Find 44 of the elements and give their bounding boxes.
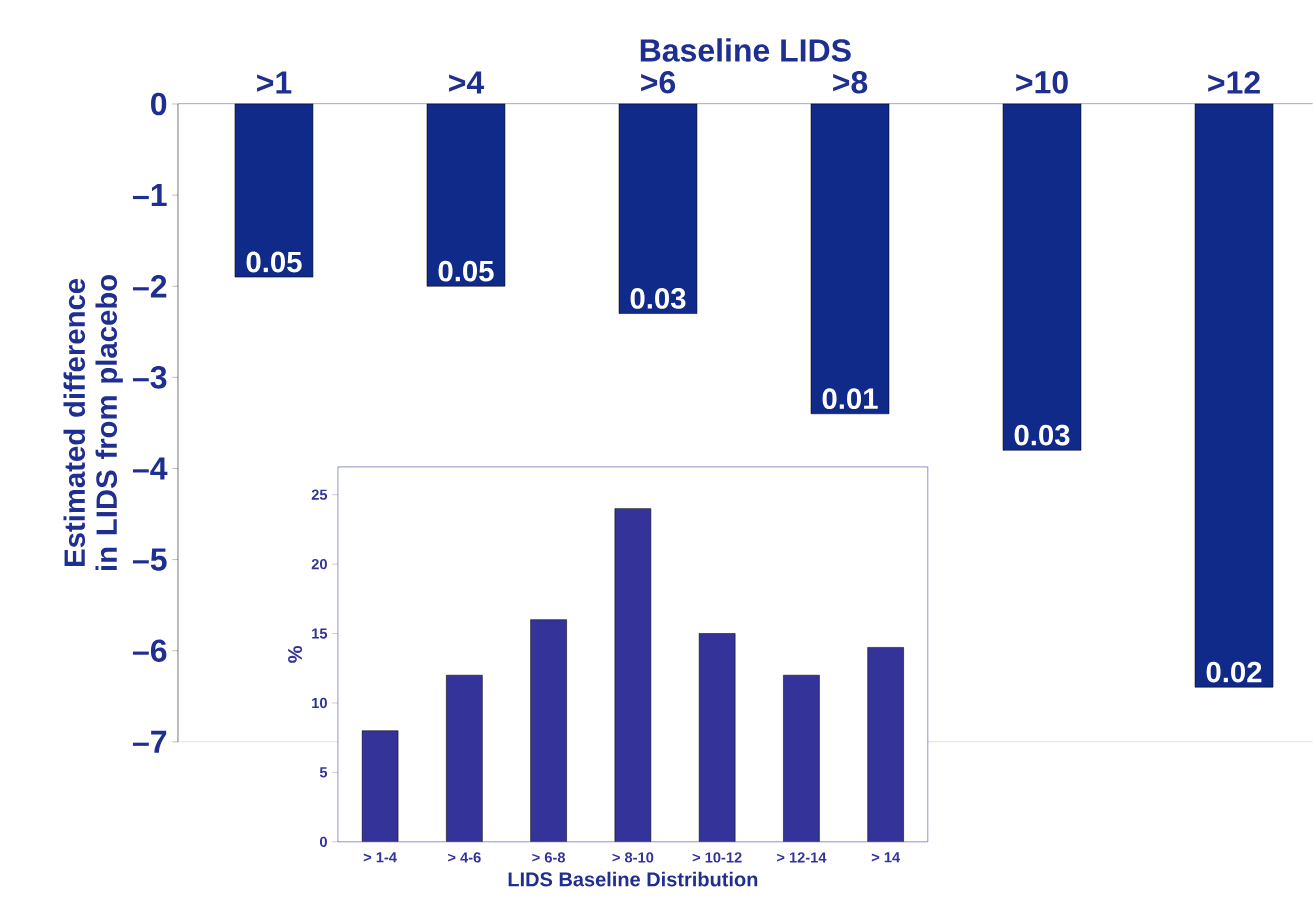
x-tick-label: > 10-12 — [692, 852, 742, 863]
bar — [530, 619, 567, 842]
bar — [614, 508, 652, 842]
y-tick-label: –3 — [132, 366, 167, 389]
annotation: 0.05 — [246, 251, 302, 273]
y-tick-label: –5 — [132, 548, 167, 571]
x-axis-title: LIDS Baseline Distribution — [508, 871, 758, 887]
x-tick-label: >10 — [1016, 71, 1068, 94]
bar — [867, 647, 904, 842]
x-tick-label: > 4-6 — [448, 852, 481, 863]
annotation: 0.03 — [630, 288, 686, 309]
x-tick-label: > 6-8 — [532, 852, 566, 863]
annotation: 0.05 — [438, 260, 494, 282]
annotation: 0.01 — [822, 388, 878, 410]
y-tick-label: 0 — [319, 836, 327, 848]
bar — [446, 675, 483, 842]
bar — [783, 675, 820, 842]
y-axis-title: Estimated difference in LIDS from placebo — [63, 275, 123, 571]
y-tick-label: –7 — [132, 730, 167, 753]
y-tick-label: 10 — [312, 697, 327, 709]
y-tick-label: 25 — [311, 489, 328, 500]
annotation: 0.02 — [1206, 661, 1262, 683]
y-tick-label: –4 — [132, 457, 168, 480]
x-tick-label: >6 — [641, 71, 676, 94]
x-tick-label: >1 — [257, 71, 292, 94]
y-tick-label: 20 — [311, 559, 327, 570]
x-axis-title: Baseline LIDS — [640, 38, 851, 62]
x-tick-label: >4 — [449, 71, 485, 94]
y-tick-label: –6 — [132, 639, 167, 663]
y-tick-label: –2 — [132, 275, 167, 298]
annotation: 0.03 — [1014, 424, 1070, 446]
y-tick-label: 15 — [312, 628, 328, 639]
bar — [361, 730, 399, 842]
bar — [698, 633, 736, 842]
x-tick-label: > 1-4 — [363, 852, 397, 863]
x-tick-label: > 12-14 — [776, 852, 827, 863]
x-tick-label: >8 — [833, 71, 868, 94]
x-tick-label: >12 — [1208, 71, 1260, 94]
y-tick-label: –1 — [132, 184, 167, 207]
x-tick-label: > 8-10 — [612, 852, 654, 863]
y-tick-label: 5 — [319, 767, 328, 778]
y-tick-label: 0 — [151, 92, 167, 116]
x-tick-label: > 14 — [871, 852, 901, 863]
y-axis-title: % — [288, 646, 303, 663]
